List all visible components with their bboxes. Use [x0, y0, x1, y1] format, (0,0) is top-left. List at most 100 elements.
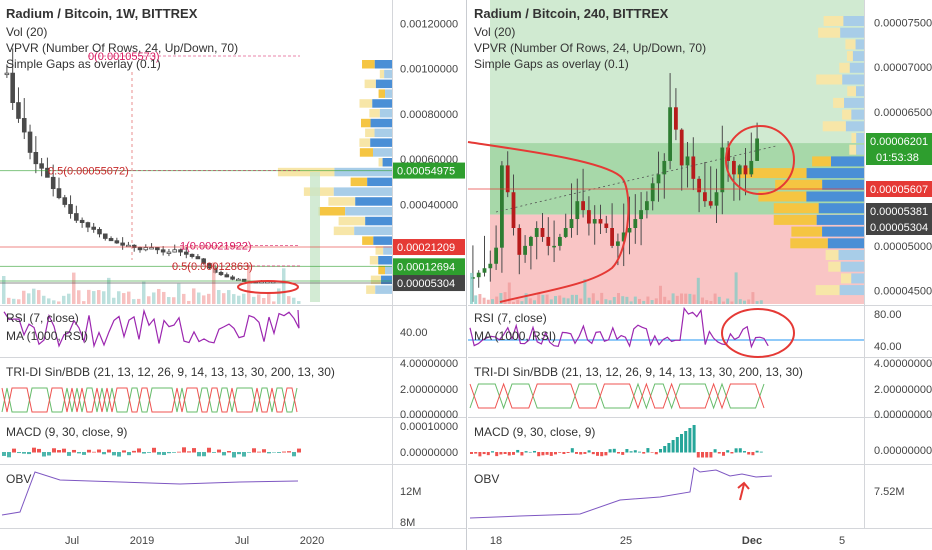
candle-body [621, 232, 626, 242]
candle-body [114, 240, 120, 244]
x-tick-label: Jul [65, 535, 79, 547]
volume-bar [237, 295, 241, 304]
right-panel: 0.00007500 0.00007000 0.00006500 0.00005000… [467, 0, 932, 547]
rsi-tick-label: 80.00 [874, 309, 902, 321]
macd-bar [730, 452, 734, 454]
vpvr-bar-down [849, 144, 857, 155]
macd-bar [167, 452, 171, 454]
macd-bar [17, 452, 21, 454]
volume-bar [692, 294, 696, 304]
macd-bar [562, 452, 566, 455]
macd-bar [152, 447, 156, 453]
macd-bar [470, 452, 473, 454]
volume-bar [232, 294, 236, 304]
fib-label: 0.5(0.00055072) [48, 165, 129, 177]
candle-body [755, 138, 759, 161]
price-tag-label: 0.00012694 [397, 261, 455, 273]
volume-bar [541, 294, 545, 304]
vpvr-bar-up [852, 51, 864, 62]
volume-bar [137, 298, 141, 304]
volume-bar [262, 297, 266, 304]
volume-bar [600, 292, 604, 304]
vpvr-bar-up [370, 138, 392, 147]
price-tick-label: 0.00004500 [874, 286, 932, 298]
x-tick-label: 5 [839, 535, 845, 547]
candle-body [720, 147, 725, 193]
vpvr-bar-up [818, 203, 864, 214]
volume-bar [696, 277, 700, 304]
volume-bar [751, 292, 755, 304]
volume-bar [747, 299, 751, 304]
annotation-circle [725, 125, 795, 195]
vpvr-bar-down [833, 97, 845, 108]
macd-bar [297, 448, 301, 453]
vpvr-bar-down [846, 51, 853, 62]
macd-bar [92, 451, 96, 453]
macd-bar [262, 449, 266, 453]
volume-bar [147, 296, 151, 304]
price-tick-label: 0.00006500 [874, 107, 932, 119]
macd-bar [549, 452, 553, 456]
candle-body [50, 176, 56, 190]
vpvr-bar-up [816, 214, 864, 225]
macd-bar [157, 452, 161, 455]
vpvr-bar-down [359, 138, 371, 147]
tri-tick-label: 2.00000000 [874, 384, 932, 396]
macd-bar [650, 452, 654, 453]
volume-bar [192, 288, 196, 304]
candle-body [126, 244, 131, 248]
indicator-label: Vol (20) [474, 25, 515, 39]
volume-bar [743, 300, 746, 304]
annotation-circle [721, 308, 795, 358]
macd-bar [533, 450, 536, 453]
rsi-line [3, 308, 300, 349]
vpvr-bar-up [378, 256, 392, 265]
macd-bar [629, 451, 633, 453]
price-tag-label: 0.00006201 [870, 136, 928, 148]
volume-bar [257, 294, 261, 304]
candle-body [581, 201, 585, 211]
macd-bar [197, 452, 201, 457]
price-tag [866, 133, 932, 165]
macd-bar [512, 452, 515, 455]
macd-title: MACD (9, 30, close, 9) [6, 425, 127, 439]
candle-body [160, 249, 166, 253]
macd-tick-label: 0.00000000 [874, 445, 932, 457]
price-tick-label: 0.00080000 [400, 109, 458, 121]
candle-body [674, 107, 678, 130]
volume-bar [587, 297, 591, 304]
macd-bar [162, 452, 166, 456]
vpvr-bar-up [843, 16, 864, 26]
volume-bar [554, 296, 557, 304]
volume-bar [82, 301, 86, 304]
vpvr-bar-up [855, 39, 864, 50]
price-tag-label: 0.00005381 [870, 206, 928, 218]
indicator-label: Simple Gaps as overlay (0.1) [6, 57, 161, 71]
macd-bar [722, 452, 725, 456]
volume-bar [197, 292, 201, 304]
vpvr-bar-down [369, 256, 379, 265]
candle-body [91, 226, 96, 230]
candle-body [108, 238, 114, 242]
vpvr-bar-down [379, 69, 385, 79]
volume-bar [42, 295, 46, 304]
macd-bar [172, 452, 176, 453]
volume-bar [12, 298, 16, 304]
volume-bar [675, 295, 679, 304]
macd-bar [147, 452, 151, 453]
vpvr-bar-up [830, 156, 864, 167]
vpvr-bar-down [370, 275, 382, 285]
candle-body [201, 258, 206, 264]
macd-bar [591, 452, 595, 455]
vpvr-bar-down [378, 89, 386, 98]
volume-bar [709, 301, 713, 304]
volume-bar [282, 268, 286, 304]
macd-bar [142, 452, 146, 454]
macd-bar [478, 452, 482, 457]
vpvr-bar-down [791, 226, 823, 237]
volume-bar [528, 298, 532, 304]
macd-bar [566, 452, 570, 454]
vpvr-bar-up [372, 99, 392, 108]
price-tick-label: 0.00100000 [400, 64, 458, 76]
candle-body [56, 188, 62, 199]
